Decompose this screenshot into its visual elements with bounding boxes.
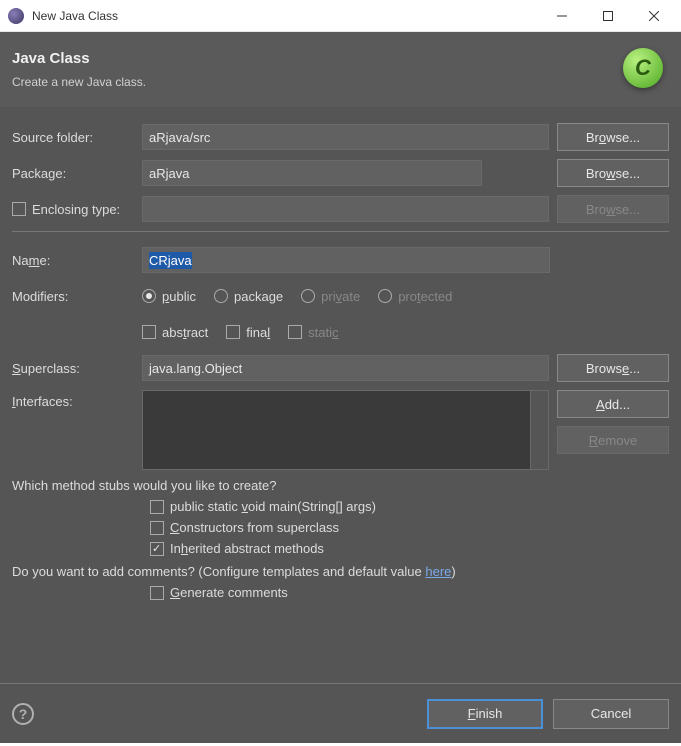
modifier-public[interactable]: public — [142, 289, 196, 304]
enclosing-type-input — [142, 196, 549, 222]
finish-button[interactable]: Finish — [427, 699, 543, 729]
modifier-final[interactable]: final — [226, 325, 270, 340]
name-input[interactable]: CRjava — [142, 247, 550, 273]
source-folder-browse-button[interactable]: Browse... — [557, 123, 669, 151]
header-subtitle: Create a new Java class. — [12, 75, 661, 89]
enclosing-type-label: Enclosing type: — [32, 202, 120, 217]
window-controls — [539, 0, 677, 32]
stub-main-checkbox[interactable] — [150, 500, 164, 514]
generate-comments-label: Generate comments — [170, 585, 288, 600]
modifier-protected: protected — [378, 289, 452, 304]
maximize-button[interactable] — [585, 0, 631, 32]
source-folder-label: Source folder: — [12, 130, 142, 145]
source-folder-input[interactable]: aRjava/src — [142, 124, 549, 150]
interfaces-scrollbar[interactable] — [530, 391, 548, 469]
dialog-header: Java Class Create a new Java class. C — [0, 32, 681, 107]
window-title: New Java Class — [32, 9, 539, 23]
package-input[interactable]: aRjava — [142, 160, 482, 186]
modifier-static: static — [288, 325, 338, 340]
class-icon: C — [623, 48, 663, 88]
superclass-browse-button[interactable]: Browse... — [557, 354, 669, 382]
package-browse-button[interactable]: Browse... — [557, 159, 669, 187]
enclosing-type-checkbox[interactable] — [12, 202, 26, 216]
configure-here-link[interactable]: here — [425, 564, 451, 579]
stubs-question: Which method stubs would you like to cre… — [12, 478, 669, 493]
app-icon — [8, 8, 24, 24]
enclosing-type-label-wrap: Enclosing type: — [12, 202, 142, 217]
modifiers-flags: abstract final static — [142, 325, 338, 340]
package-label: Package: — [12, 166, 142, 181]
stub-inherited-label: Inherited abstract methods — [170, 541, 324, 556]
dialog-footer: ? Finish Cancel — [0, 683, 681, 743]
modifier-abstract[interactable]: abstract — [142, 325, 208, 340]
cancel-button[interactable]: Cancel — [553, 699, 669, 729]
comments-question: Do you want to add comments? (Configure … — [12, 564, 669, 579]
stub-constructors-label: Constructors from superclass — [170, 520, 339, 535]
close-button[interactable] — [631, 0, 677, 32]
interfaces-label: Interfaces: — [12, 390, 142, 409]
generate-comments-checkbox[interactable] — [150, 586, 164, 600]
header-title: Java Class — [12, 50, 661, 67]
name-label: Name: — [12, 253, 142, 268]
interfaces-remove-button: Remove — [557, 426, 669, 454]
dialog-body: Source folder: aRjava/src Browse... Pack… — [0, 107, 681, 683]
help-icon[interactable]: ? — [12, 703, 34, 725]
modifier-package[interactable]: package — [214, 289, 283, 304]
modifier-private: private — [301, 289, 360, 304]
superclass-input[interactable]: java.lang.Object — [142, 355, 549, 381]
stub-inherited-checkbox[interactable] — [150, 542, 164, 556]
minimize-button[interactable] — [539, 0, 585, 32]
interfaces-list[interactable] — [142, 390, 549, 470]
stub-constructors-checkbox[interactable] — [150, 521, 164, 535]
stub-main-label: public static void main(String[] args) — [170, 499, 376, 514]
divider-1 — [12, 231, 669, 232]
modifiers-label: Modifiers: — [12, 289, 142, 304]
enclosing-type-browse-button: Browse... — [557, 195, 669, 223]
title-bar: New Java Class — [0, 0, 681, 32]
modifiers-access: public package private protected — [142, 289, 452, 304]
superclass-label: Superclass: — [12, 361, 142, 376]
interfaces-add-button[interactable]: Add... — [557, 390, 669, 418]
